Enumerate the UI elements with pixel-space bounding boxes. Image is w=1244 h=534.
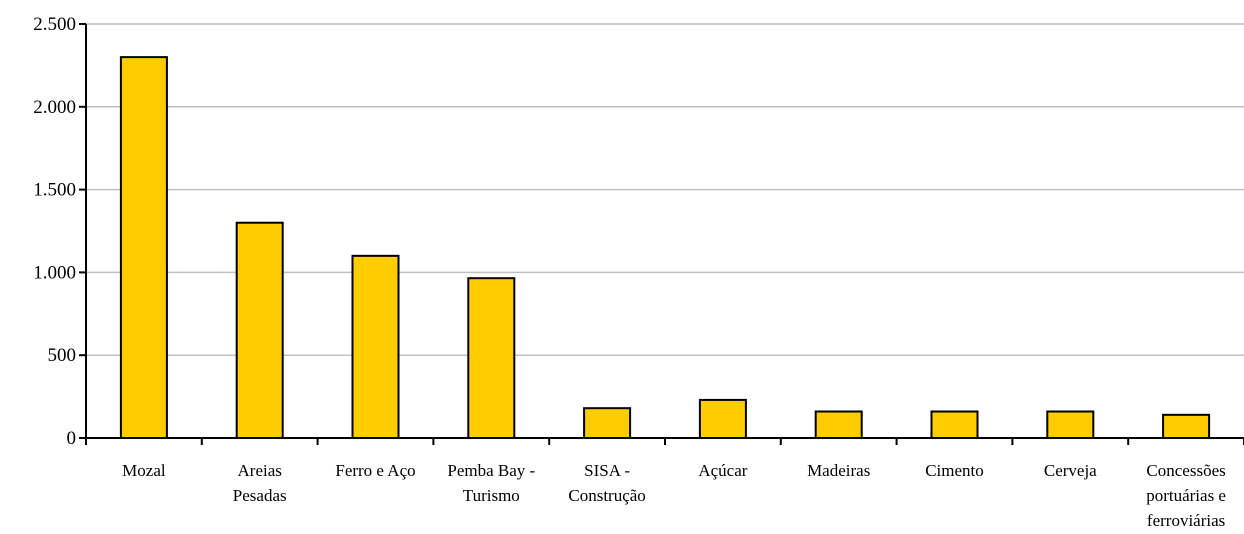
x-tick-label-line: portuárias e [1146,486,1226,505]
x-tick-label-line: ferroviárias [1147,511,1225,530]
x-tick-label: Ferro e Aço [335,461,415,480]
x-tick-label: Mozal [122,461,166,480]
axes [79,23,1244,445]
y-tick-label: 2.000 [33,97,76,118]
x-tick-label: SISA - Construção [568,461,645,505]
x-tick-label: Açúcar [698,461,747,480]
x-tick-label-line: Pemba Bay - [447,461,535,480]
bar [930,410,979,439]
y-tick-label: 1.500 [33,180,76,201]
x-tick-label-line: Açúcar [698,461,747,480]
bar [119,56,168,440]
x-tick-label: Madeiras [807,461,870,480]
x-tick-label-line: Mozal [122,461,166,480]
labels: 0 500 1.000 1.500 2.000 2.500 Mozal Areias Pesad… [33,14,1226,530]
x-tick-label-line: Madeiras [807,461,870,480]
bar [1046,410,1095,439]
x-tick-label-line: SISA - [584,461,630,480]
bar [1162,413,1211,440]
x-tick-label-line: Cerveja [1044,461,1097,480]
bars [119,56,1211,440]
x-tick-label-line: Pesadas [233,486,287,505]
x-tick-label: Areias Pesadas [233,461,287,505]
x-tick-label: Cimento [925,461,984,480]
x-tick-label: Cerveja [1044,461,1097,480]
x-tick-label: Pemba Bay - Turismo [447,461,535,505]
bar [814,410,863,439]
bar [583,407,632,439]
bar [351,254,400,439]
y-tick-label: 500 [48,345,77,366]
x-tick-label-line: Ferro e Aço [335,461,415,480]
bar [467,277,516,440]
x-tick-label-line: Construção [568,486,645,505]
y-tick-label: 0 [67,428,77,449]
x-tick-label-line: Turismo [463,486,520,505]
bar [698,398,747,439]
x-tick-label: Concessões portuárias e ferroviárias [1146,461,1226,530]
y-tick-label: 2.500 [33,14,76,35]
x-tick-label-line: Concessões [1146,461,1225,480]
y-tick-label: 1.000 [33,262,76,283]
bar [235,221,284,439]
x-tick-label-line: Areias [238,461,282,480]
x-tick-label-line: Cimento [925,461,984,480]
